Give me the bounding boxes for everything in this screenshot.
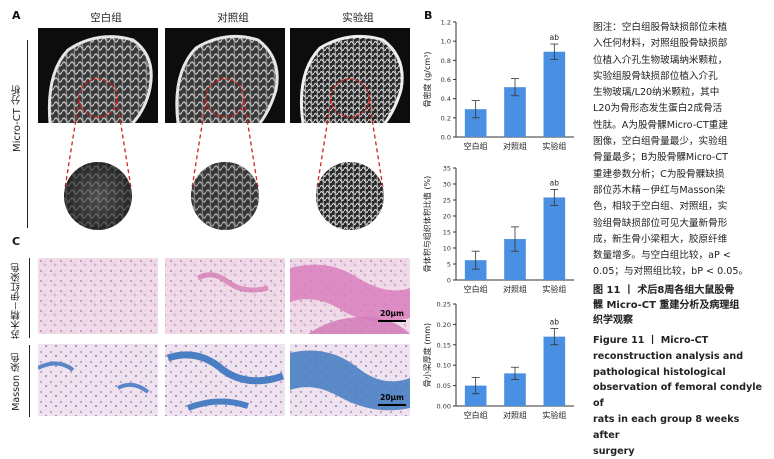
y-tick-label: 25 (443, 197, 451, 205)
x-tick-label: 实验组 (542, 410, 566, 420)
row-divider-he (29, 258, 30, 338)
x-tick-label: 空白组 (464, 410, 488, 420)
caption-line: 数量增多。与空白组比较，aP < (593, 250, 731, 262)
row-divider-a (27, 40, 28, 228)
y-tick-label: 10 (443, 245, 451, 253)
y-tick-label: 5 (447, 261, 451, 269)
x-tick-label: 实验组 (542, 141, 566, 151)
y-axis-label: 骨小梁厚度 (mm) (422, 323, 432, 387)
x-tick-label: 空白组 (464, 141, 488, 151)
figure-caption: 图注：空白组股骨缺损部位未植 入任何材料，对照组股骨缺损部 位植入介孔生物玻璃纳… (593, 20, 768, 281)
y-tick-label: 0 (447, 277, 451, 285)
caption-line: 骨量最多；B为股骨髁Micro-CT (593, 152, 728, 164)
y-axis-label: 骨体积与组织体积比值 (%) (422, 176, 432, 272)
figure-title-cn-line: 图 11 丨 术后8周各组大鼠股骨 (593, 285, 735, 296)
scale-label-masson: 20μm (380, 393, 404, 402)
y-tick-label: 0.2 (441, 114, 451, 122)
column-header-blank: 空白组 (90, 12, 122, 24)
row-divider-masson (29, 345, 30, 417)
caption-line: 色，相较于空白组、对照组，实 (593, 201, 728, 213)
figure-title-en-line: pathological histological (593, 366, 726, 378)
significance-label: ab (550, 317, 560, 326)
y-axis-label: 骨密度 (g/cm³) (422, 52, 432, 108)
bar (504, 87, 526, 137)
x-tick-label: 对照组 (503, 141, 527, 151)
column-header-experiment: 实验组 (342, 12, 374, 24)
caption-line: 0.05；与对照组比较，bP < 0.05。 (593, 266, 749, 278)
significance-label: ab (550, 178, 560, 187)
bar (543, 336, 566, 406)
y-tick-label: 15 (443, 229, 451, 237)
micro-ct-row-label: Micro-CT 分析 (12, 85, 23, 152)
bar (464, 385, 487, 406)
bar (543, 51, 566, 138)
panel-a-letter: A (12, 9, 21, 22)
caption-line: 实验组股骨缺损部位植入介孔 (593, 70, 718, 82)
figure-title-en: Figure 11 丨 Micro-CT reconstruction anal… (593, 333, 768, 459)
y-tick-label: 35 (443, 165, 451, 173)
y-tick-label: 0.6 (441, 76, 451, 84)
caption-line: 成，新生骨小梁粗大，胶原纤维 (593, 233, 728, 245)
figure-title-en-line: surgery (593, 445, 635, 457)
chart-bv-tv: 0 5 10 15 20 25 30 35 骨体积与组织体积比值 (%) 空白组 对照组 ab 实验组 (420, 160, 580, 300)
caption-line: 验组骨缺损部位可见大量新骨形 (593, 217, 728, 229)
caption-line: L20为骨形态发生蛋白2成骨活 (593, 103, 723, 115)
y-tick-label: 30 (443, 181, 451, 189)
chart-trabecular-thickness: 0.00 0.05 0.10 0.15 0.20 0.25 骨小梁厚度 (mm) 空白组 对照组… (420, 296, 580, 426)
histology-images: 20μm 20μm (38, 258, 413, 418)
y-tick-label: 0.15 (437, 341, 451, 349)
panel-b-letter: B (424, 9, 433, 22)
y-tick-label: 0.25 (437, 301, 451, 309)
y-tick-label: 1.2 (441, 19, 451, 27)
caption-line: 图注：空白组股骨缺损部位未植 (593, 22, 728, 33)
significance-label: ab (550, 33, 560, 42)
bv-tv-chart: 0 5 10 15 20 25 30 35 骨体积与组织体积比值 (%) 空白组 对照组 ab 实验组 (422, 165, 574, 294)
caption-line: 图像，空白组骨量最少，实验组 (593, 136, 728, 148)
y-tick-label: 1.0 (441, 38, 451, 46)
caption-line: 部位苏木精－伊红与Masson染 (593, 184, 726, 196)
figure-title-cn: 图 11 丨 术后8周各组大鼠股骨 髁 Micro-CT 重建分析及病理组 织学… (593, 283, 768, 328)
y-tick-label: 20 (443, 213, 451, 221)
figure-title-en-line: reconstruction analysis and (593, 350, 744, 362)
y-tick-label: 0.4 (441, 95, 451, 103)
x-tick-label: 实验组 (542, 284, 566, 294)
bone-density-chart: 0.0 0.2 0.4 0.6 0.8 1.0 1.2 骨密度 (g/cm³) 空白组 对照组 ab… (422, 19, 574, 151)
y-tick-label: 0.10 (437, 362, 451, 370)
scale-label-he: 20μm (380, 309, 404, 318)
y-tick-label: 0.00 (437, 403, 451, 411)
y-tick-label: 0.20 (437, 321, 451, 329)
chart-bone-density: 0.0 0.2 0.4 0.6 0.8 1.0 1.2 骨密度 (g/cm³) 空白组 对照组 ab… (420, 14, 580, 157)
trabecular-thickness-chart: 0.00 0.05 0.10 0.15 0.20 0.25 骨小梁厚度 (mm) 空白组 对照组… (422, 301, 574, 420)
figure-title-en-line: observation of femoral condyle of (593, 382, 763, 410)
x-tick-label: 对照组 (503, 410, 527, 420)
bar (464, 109, 487, 137)
figure-title-cn-line: 织学观察 (593, 315, 633, 326)
he-stain-row-label: 苏木精－伊红染色 (11, 263, 22, 340)
panel-c-letter: C (12, 235, 21, 248)
micro-ct-images (38, 28, 413, 238)
figure-title-cn-line: 髁 Micro-CT 重建分析及病理组 (593, 300, 740, 311)
caption-line: 性肽。A为股骨髁Micro-CT重建 (593, 119, 728, 131)
y-tick-label: 0.8 (441, 57, 451, 65)
caption-line: 位植入介孔生物玻璃纳米颗粒， (593, 54, 728, 66)
bar (464, 260, 487, 280)
y-tick-label: 0.05 (437, 382, 451, 390)
y-tick-label: 0.0 (441, 134, 451, 142)
masson-stain-row-label: Masson 染色 (11, 353, 22, 411)
figure-title-en-line: Figure 11 丨 Micro-CT (593, 335, 709, 346)
column-header-control: 对照组 (217, 12, 249, 24)
figure-title-en-line: rats in each group 8 weeks after (593, 413, 740, 441)
caption-line: 入任何材料，对照组股骨缺损部 (593, 38, 728, 50)
x-tick-label: 对照组 (503, 284, 527, 294)
bar (543, 197, 566, 280)
bar (504, 373, 526, 406)
bar (504, 239, 526, 280)
x-tick-label: 空白组 (464, 284, 488, 294)
caption-line: 生物玻璃/L20纳米颗粒，其中 (593, 87, 720, 99)
caption-line: 重建参数分析；C为股骨髁缺损 (593, 168, 725, 180)
